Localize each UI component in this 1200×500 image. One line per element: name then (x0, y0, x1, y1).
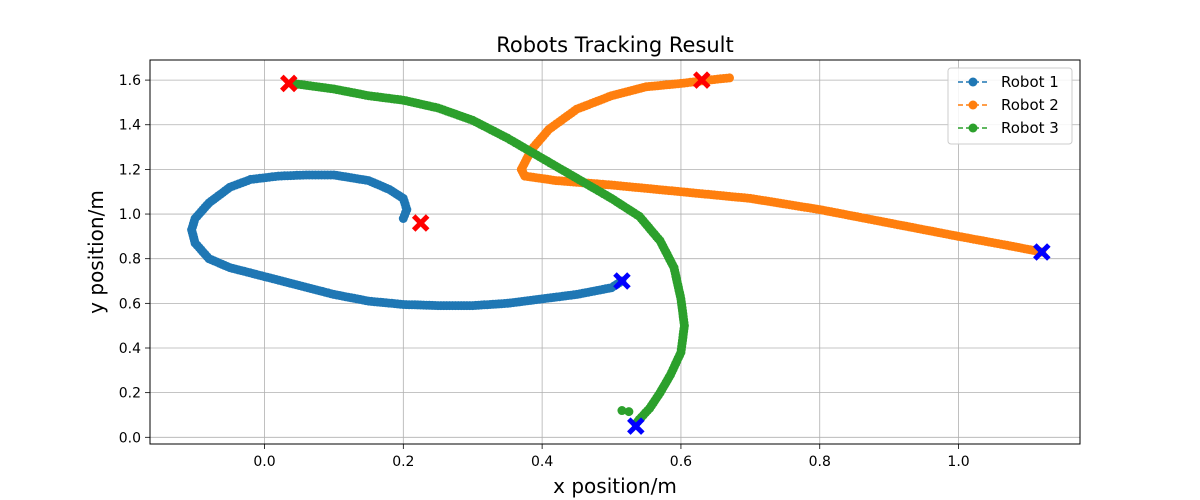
x-axis-label: x position/m (553, 474, 677, 498)
y-axis-label: y position/m (84, 190, 108, 314)
legend-marker (968, 77, 978, 87)
legend-label: Robot 1 (1001, 73, 1059, 91)
marker-layer (280, 71, 1051, 435)
series-1-end-marker (613, 272, 631, 290)
y-tick-label: 1.2 (119, 162, 141, 178)
x-tick-label: 0.0 (253, 454, 275, 470)
y-tick-label: 0.2 (119, 386, 141, 402)
x-tick-label: 0.6 (670, 454, 692, 470)
series-2-end-marker (1033, 243, 1051, 261)
legend-label: Robot 3 (1001, 119, 1059, 137)
series-layer (187, 73, 1047, 429)
series-3-end-marker (627, 417, 645, 435)
legend-item-3: Robot 3 (958, 119, 1059, 137)
legend-marker (968, 100, 978, 110)
ticks: 0.0 0.2 0.4 0.6 0.8 1.0 0.0 0.2 0.4 0.6 0.8 1.0 1.2 1… (119, 73, 970, 470)
series-3 (287, 78, 689, 429)
series-3-start-marker (280, 74, 298, 93)
series-1-start-marker (411, 214, 430, 232)
legend-item-1: Robot 1 (958, 73, 1059, 91)
legend-label: Robot 2 (1001, 96, 1059, 114)
series-2 (516, 73, 1047, 257)
y-tick-label: 0.0 (119, 430, 141, 446)
y-tick-label: 1.0 (119, 207, 141, 223)
y-tick-label: 1.6 (119, 73, 141, 89)
series-3-point (624, 407, 634, 417)
x-tick-label: 0.4 (531, 454, 553, 470)
legend-item-2: Robot 2 (958, 96, 1059, 114)
series-3-point (617, 406, 627, 416)
legend-box (947, 67, 1073, 145)
legend: Robot 1 Robot 2 Robot 3 (947, 67, 1073, 145)
legend-marker (968, 123, 978, 133)
plot-frame (149, 59, 1081, 445)
y-tick-label: 0.6 (119, 296, 141, 312)
y-tick-label: 1.4 (119, 118, 141, 134)
y-tick-label: 0.8 (119, 252, 141, 268)
x-tick-label: 0.2 (392, 454, 414, 470)
x-tick-label: 1.0 (947, 454, 969, 470)
series-2-start-marker (692, 71, 711, 89)
x-tick-label: 0.8 (809, 454, 831, 470)
series-1 (187, 170, 627, 311)
y-tick-label: 0.4 (119, 341, 141, 357)
chart-title: Robots Tracking Result (496, 33, 734, 57)
grid (150, 60, 1080, 444)
